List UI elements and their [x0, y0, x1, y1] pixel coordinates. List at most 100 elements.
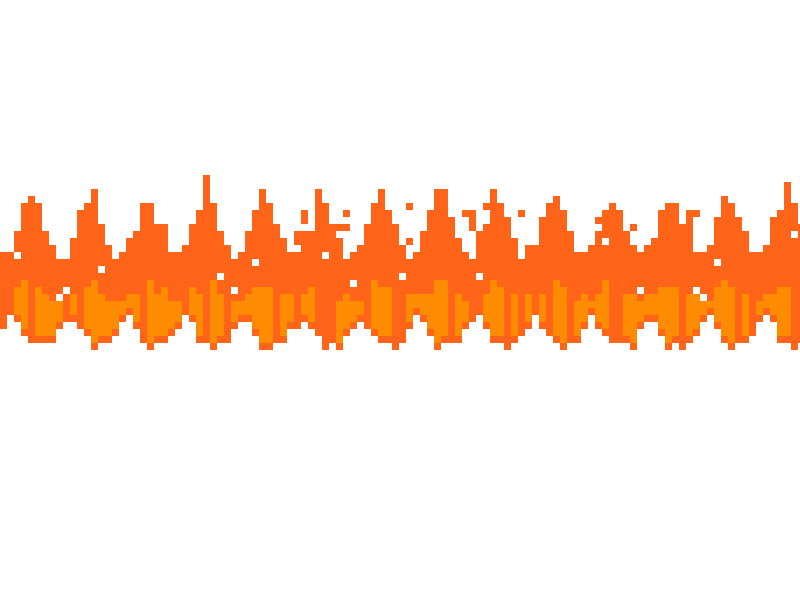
- flame-pixel: [784, 182, 791, 343]
- flame-core-pixel: [98, 294, 105, 336]
- flame-core-pixel: [763, 294, 770, 308]
- flame-pixel: [35, 203, 42, 343]
- flame-pixel: [763, 245, 770, 315]
- flame-pixel: [140, 203, 147, 343]
- flame-pixel: [658, 210, 665, 336]
- flame-pixel: [308, 231, 315, 329]
- ember-pixel: [280, 259, 287, 273]
- ember-pixel: [469, 217, 476, 231]
- ember-pixel: [693, 252, 700, 259]
- flame-pixel: [147, 203, 154, 350]
- flame-core-pixel: [777, 287, 784, 336]
- flame-core-pixel: [112, 301, 119, 329]
- flame-pixel: [567, 231, 574, 343]
- flame-core-pixel: [490, 280, 497, 336]
- ember-pixel: [210, 224, 217, 238]
- flame-core-pixel: [196, 294, 203, 336]
- flame-core-pixel: [560, 287, 567, 343]
- flame-pixel: [448, 217, 455, 343]
- flame-core-pixel: [280, 294, 287, 336]
- flame-core-pixel: [357, 301, 364, 315]
- flame-pixel: [42, 231, 49, 343]
- flame-pixel: [469, 259, 476, 322]
- flame-core-pixel: [119, 301, 126, 315]
- flame-pixel: [791, 203, 798, 350]
- flame-core-pixel: [259, 287, 266, 343]
- flame-pixel: [7, 252, 14, 315]
- flame-core-pixel: [147, 280, 154, 343]
- flame-core-pixel: [728, 287, 735, 343]
- flame-pixel: [154, 224, 161, 343]
- flame-pixel: [686, 231, 693, 343]
- flame-pixel: [350, 252, 357, 329]
- flame-core-pixel: [588, 301, 595, 308]
- ember-pixel: [406, 203, 413, 210]
- flame-core-pixel: [651, 294, 658, 315]
- flame-pixel: [588, 245, 595, 315]
- ember-pixel: [490, 224, 497, 238]
- flame-core-pixel: [693, 294, 700, 329]
- flame-core-pixel: [210, 280, 217, 343]
- flame-core-pixel: [406, 294, 413, 322]
- flame-core-pixel: [245, 294, 252, 315]
- flame-core-pixel: [350, 301, 357, 322]
- flame-pixel: [462, 252, 469, 329]
- flame-pixel: [266, 203, 273, 350]
- flame-core-pixel: [287, 294, 294, 322]
- flame-pixel: [294, 252, 301, 329]
- flame-pixel: [399, 245, 406, 343]
- flame-pixel: [385, 210, 392, 343]
- flame-gap-pixel: [714, 259, 721, 266]
- flame-gap-pixel: [602, 238, 609, 245]
- ember-pixel: [686, 224, 693, 231]
- flame-pixel: [427, 210, 434, 336]
- flame-gap-pixel: [693, 287, 700, 294]
- flame-core-pixel: [175, 301, 182, 322]
- flame-pixel: [735, 217, 742, 343]
- flame-pixel: [525, 245, 532, 329]
- flame-pixel: [777, 210, 784, 343]
- flame-core-pixel: [154, 294, 161, 336]
- flame-core-pixel: [70, 294, 77, 315]
- flame-core-pixel: [161, 287, 168, 336]
- flame-pixel: [756, 252, 763, 322]
- flame-pixel: [329, 224, 336, 343]
- flame-pixel: [441, 189, 448, 343]
- ember-pixel: [294, 231, 301, 245]
- flame-pixel: [91, 189, 98, 350]
- flame-core-pixel: [49, 301, 56, 336]
- flame-core-pixel: [434, 280, 441, 343]
- ember-pixel: [336, 224, 343, 231]
- flame-pixel: [665, 203, 672, 350]
- flame-pixel: [602, 210, 609, 336]
- flame-pixel: [742, 231, 749, 343]
- flame-pixel: [322, 203, 329, 350]
- flame-pixel: [707, 245, 714, 315]
- flame-core-pixel: [91, 280, 98, 343]
- ember-pixel: [385, 210, 392, 217]
- flame-pixel: [196, 210, 203, 343]
- flame-pixel: [84, 203, 91, 336]
- flame-gap-pixel: [98, 266, 105, 273]
- flame-core-pixel: [420, 294, 427, 315]
- flame-core-pixel: [665, 287, 672, 343]
- flame-pixel: [644, 245, 651, 322]
- ember-pixel: [483, 203, 490, 210]
- flame-pixel: [679, 224, 686, 350]
- flame-core-pixel: [343, 294, 350, 329]
- flame-core-pixel: [126, 294, 133, 308]
- ember-pixel: [301, 210, 308, 224]
- flame-gap-pixel: [231, 287, 238, 294]
- flame-core-pixel: [644, 294, 651, 315]
- flame-gap-pixel: [14, 252, 21, 259]
- flame-pixel: [161, 224, 168, 343]
- flame-pixel: [315, 189, 322, 336]
- flame-gap-pixel: [700, 294, 707, 301]
- flame-pixel: [49, 245, 56, 343]
- ember-pixel: [476, 231, 483, 238]
- flame-core-pixel: [511, 294, 518, 336]
- flame-core-pixel: [252, 287, 259, 329]
- flame-pixel: [595, 231, 602, 329]
- flame-gap-pixel: [322, 252, 329, 259]
